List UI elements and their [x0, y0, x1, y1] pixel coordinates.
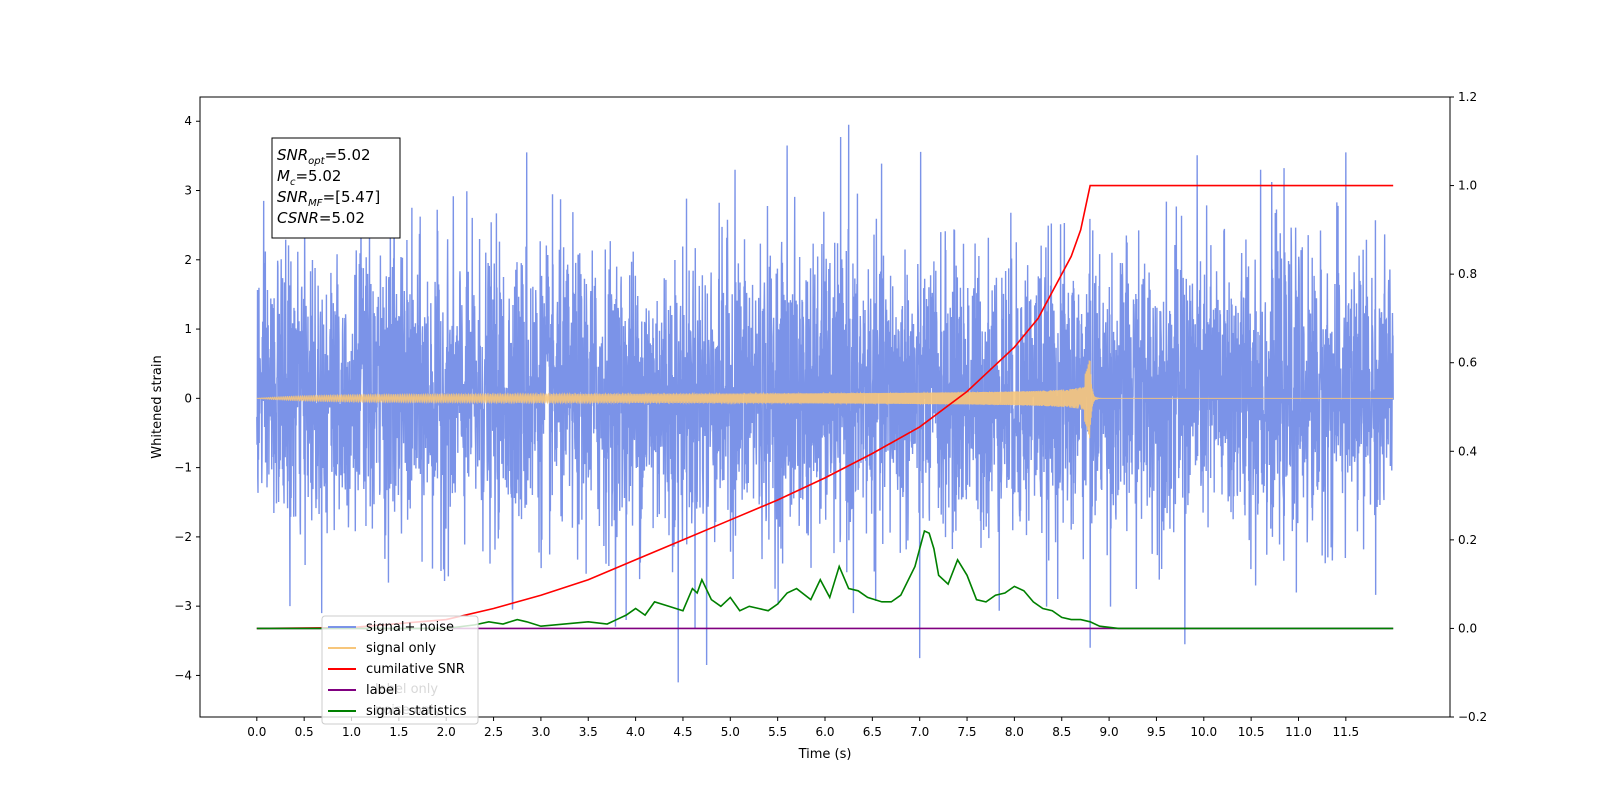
series-signal-noise [256, 124, 1394, 683]
annotation-line: Mc=5.02 [277, 167, 341, 188]
y2-tick-label: 1.2 [1458, 90, 1477, 104]
y2-tick-label: 0.2 [1458, 533, 1477, 547]
x-tick-label: 10.0 [1190, 725, 1217, 739]
x-tick-label: 0.5 [295, 725, 314, 739]
y-tick-label: −4 [174, 668, 192, 682]
annotation-value: =5.02 [295, 167, 341, 185]
annotation-value: =5.02 [319, 209, 365, 227]
y2-axis-ticks: −0.2 0.0 0.2 0.4 0.6 0.8 1.0 1.2 [1450, 90, 1487, 724]
legend: label only noise only signal+ noise signal … [321, 615, 479, 725]
series-signal-statistics [256, 529, 1394, 630]
y2-tick-label: 1.0 [1458, 179, 1477, 193]
x-tick-label: 8.0 [1005, 725, 1024, 739]
x-tick-label: 1.0 [342, 725, 361, 739]
legend-label: signal+ noise [366, 620, 454, 635]
x-tick-label: 9.5 [1147, 725, 1166, 739]
legend-hidden-label: noise only [375, 703, 442, 718]
y2-tick-label: 0.8 [1458, 267, 1477, 281]
x-tick-label: 6.0 [815, 725, 834, 739]
x-tick-label: 8.5 [1052, 725, 1071, 739]
y-tick-label: −3 [174, 599, 192, 613]
y2-tick-label: 0.4 [1458, 444, 1477, 458]
x-tick-label: 10.5 [1238, 725, 1265, 739]
legend-label: signal statistics [366, 704, 467, 719]
x-tick-label: 3.5 [579, 725, 598, 739]
x-tick-label: 4.5 [673, 725, 692, 739]
x-tick-label: 5.5 [768, 725, 787, 739]
x-tick-label: 11.5 [1332, 725, 1359, 739]
x-tick-label: 0.0 [247, 725, 266, 739]
y2-tick-label: 0.0 [1458, 621, 1477, 635]
x-tick-label: 4.0 [626, 725, 645, 739]
annotation-line: CSNR=5.02 [277, 209, 365, 227]
y-tick-label: 1 [184, 322, 192, 336]
annotation-subscript: opt [308, 156, 325, 167]
y2-tick-label: −0.2 [1458, 710, 1487, 724]
annotation-symbol: SNR [277, 146, 308, 164]
legend-hidden-label: label only [375, 682, 438, 697]
x-tick-label: 7.0 [910, 725, 929, 739]
legend-label: signal only [366, 641, 436, 656]
legend-label: label [366, 683, 397, 698]
x-tick-label: 9.0 [1100, 725, 1119, 739]
x-tick-label: 5.0 [721, 725, 740, 739]
y-tick-label: −2 [174, 530, 192, 544]
legend-label: cumilative SNR [366, 662, 465, 677]
x-tick-label: 1.5 [389, 725, 408, 739]
x-tick-label: 6.5 [863, 725, 882, 739]
x-axis-ticks: 0.0 0.5 1.0 1.5 2.0 2.5 3.0 3.5 4.0 4.5 5.0 5.5 6.0 6… [247, 717, 1359, 739]
y-tick-label: 4 [184, 114, 192, 128]
y-tick-label: 0 [184, 391, 192, 405]
x-tick-label: 2.0 [437, 725, 456, 739]
x-tick-label: 11.0 [1285, 725, 1312, 739]
y2-tick-label: 0.6 [1458, 356, 1477, 370]
legend-frame [321, 615, 479, 725]
annotation-value: =[5.47] [323, 188, 381, 206]
annotation-frame [271, 137, 401, 239]
y-tick-label: −1 [174, 461, 192, 475]
annotation-subscript: c [290, 177, 296, 188]
annotation-symbol: SNR [277, 188, 308, 206]
x-tick-label: 2.5 [484, 725, 503, 739]
y-axis-ticks: −4 −3 −2 −1 0 1 2 3 4 [174, 114, 200, 682]
annotation-symbol: M [277, 167, 290, 185]
series-signal-only [256, 360, 1394, 439]
annotation-symbol: CSNR [277, 209, 319, 227]
x-axis-label: Time (s) [798, 747, 852, 762]
y-tick-label: 2 [184, 253, 192, 267]
series-cumilative-snr [256, 184, 1394, 630]
annotation-value: =5.02 [325, 146, 371, 164]
x-tick-label: 3.0 [531, 725, 550, 739]
annotation-line: SNRMF=[5.47] [277, 188, 380, 209]
annotation-subscript: MF [308, 198, 323, 209]
y-axis-label: Whitened strain [150, 355, 165, 458]
x-tick-label: 7.5 [957, 725, 976, 739]
y-tick-label: 3 [184, 184, 192, 198]
annotation-line: SNRopt=5.02 [277, 146, 371, 167]
